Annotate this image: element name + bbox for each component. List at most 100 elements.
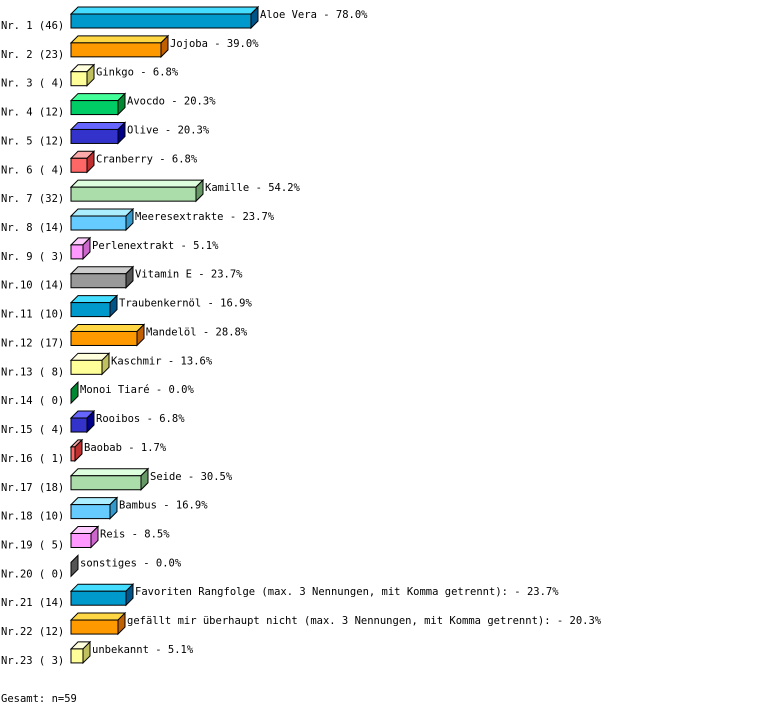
separator: - [192,269,211,281]
bar-row: Nr. 7 (32) Kamille - 54.2% [1,178,301,205]
category-label: Aloe Vera [260,9,317,21]
value-label: 13.6% [181,355,213,367]
bar-value-label: Monoi Tiaré - 0.0% [80,384,194,396]
bar [70,302,111,318]
bar-value-label: Kamille - 54.2% [205,182,301,194]
bar-value-label: Rooibos - 6.8% [96,413,185,425]
category-label: Vitamin E [135,269,192,281]
row-label: Nr.17 (18) [1,482,64,494]
category-label: Meeresextrakte [135,211,224,223]
bar [70,619,119,635]
separator: - [137,557,156,569]
value-label: 16.9% [220,298,252,310]
row-label: Nr.10 (14) [1,280,64,292]
bar [70,186,197,202]
bar-side [90,525,99,549]
bar-value-label: gefällt mir überhaupt nicht (max. 3 Nenn… [127,615,602,627]
row-label: Nr.12 (17) [1,338,64,350]
row-label: Nr. 9 ( 3) [1,251,64,263]
row-label: Nr. 6 ( 4) [1,164,64,176]
row-label: Nr.18 (10) [1,511,64,523]
bar-value-label: Jojoba - 39.0% [170,38,259,50]
bar-row: Nr. 2 (23) Jojoba - 39.0% [1,34,259,61]
bar-row: Nr.19 ( 5) Reis - 8.5% [1,525,170,552]
category-label: Kaschmir [111,355,162,367]
value-label: 6.8% [153,67,179,79]
separator: - [182,471,201,483]
bar-top [69,295,119,304]
bar [70,128,119,144]
bar-value-label: Reis - 8.5% [100,529,170,541]
value-label: 0.0% [169,384,195,396]
row-label: Nr.23 ( 3) [1,655,64,667]
bar-value-label: Perlenextrakt - 5.1% [92,240,219,252]
bar-side [125,582,134,607]
bar-value-label: sonstiges - 0.0% [80,557,182,569]
separator: - [508,586,527,598]
footer-total: Gesamt: n=59 [1,693,77,705]
bar [70,157,88,173]
bar [70,330,138,346]
bar-top [69,208,135,217]
bar-side [82,640,91,665]
bar [70,648,84,664]
bar [70,42,162,58]
separator: - [153,153,172,165]
bar-side [125,265,134,289]
category-label: Rooibos [96,413,140,425]
category-label: Bambus [119,500,157,512]
separator: - [201,298,220,310]
category-label: Monoi Tiaré [80,384,150,396]
category-label: Favoriten Rangfolge (max. 3 Nennungen, m… [135,586,508,598]
bar-top [69,6,260,15]
bar-row: Nr. 8 (14) Meeresextrakte - 23.7% [1,207,275,234]
category-label: Baobab [84,442,122,454]
bar-value-label: Baobab - 1.7% [84,442,167,454]
bar-value-label: Kaschmir - 13.6% [111,355,213,367]
bar-row: Nr.23 ( 3) unbekannt - 5.1% [1,640,194,667]
category-label: Olive [127,124,159,136]
bar-row: Nr.10 (14) Vitamin E - 23.7% [1,265,243,292]
bar-value-label: unbekannt - 5.1% [92,644,194,656]
category-label: Ginkgo [96,67,134,79]
bar-row: Nr.12 (17) Mandelöl - 28.8% [1,323,248,350]
value-label: 20.3% [178,124,210,136]
value-label: 23.7% [527,586,559,598]
value-label: 78.0% [336,9,368,21]
separator: - [134,67,153,79]
value-label: 23.7% [242,211,274,223]
bar [70,359,103,375]
bar-row: Nr.22 (12) gefällt mir überhaupt nicht (m… [1,611,602,638]
category-label: Reis [100,529,125,541]
bar-side [117,92,126,116]
separator: - [165,96,184,108]
separator: - [140,413,159,425]
row-label: Nr.19 ( 5) [1,540,64,552]
row-label: Nr. 1 (46) [1,20,64,32]
category-label: Seide [150,471,182,483]
category-label: Avocdo [127,96,165,108]
category-label: unbekannt [92,644,149,656]
bar-row: Nr.11 (10) Traubenkernöl - 16.9% [1,294,252,321]
bar-value-label: Favoriten Rangfolge (max. 3 Nennungen, m… [135,586,559,598]
bar-row: Nr. 9 ( 3) Perlenextrakt - 5.1% [1,236,219,263]
bar-top [69,266,135,275]
bar-side [140,467,149,491]
row-label: Nr. 8 (14) [1,222,64,234]
bar-side [82,236,91,261]
bar-value-label: Bambus - 16.9% [119,500,208,512]
bar-side [117,611,126,636]
separator: - [149,644,168,656]
row-label: Nr.15 ( 4) [1,424,64,436]
bar-row: Nr.17 (18) Seide - 30.5% [1,467,233,494]
bar-side [109,496,118,520]
bar-value-label: Avocdo - 20.3% [127,96,216,108]
value-label: 1.7% [141,442,167,454]
bar-side [70,380,79,405]
bar-row: Nr. 5 (12) Olive - 20.3% [1,121,210,147]
bar-side [117,121,126,145]
bar-top [69,323,146,332]
separator: - [122,442,141,454]
bar-row: Nr. 6 ( 4) Cranberry - 6.8% [1,150,198,176]
separator: - [208,38,227,50]
